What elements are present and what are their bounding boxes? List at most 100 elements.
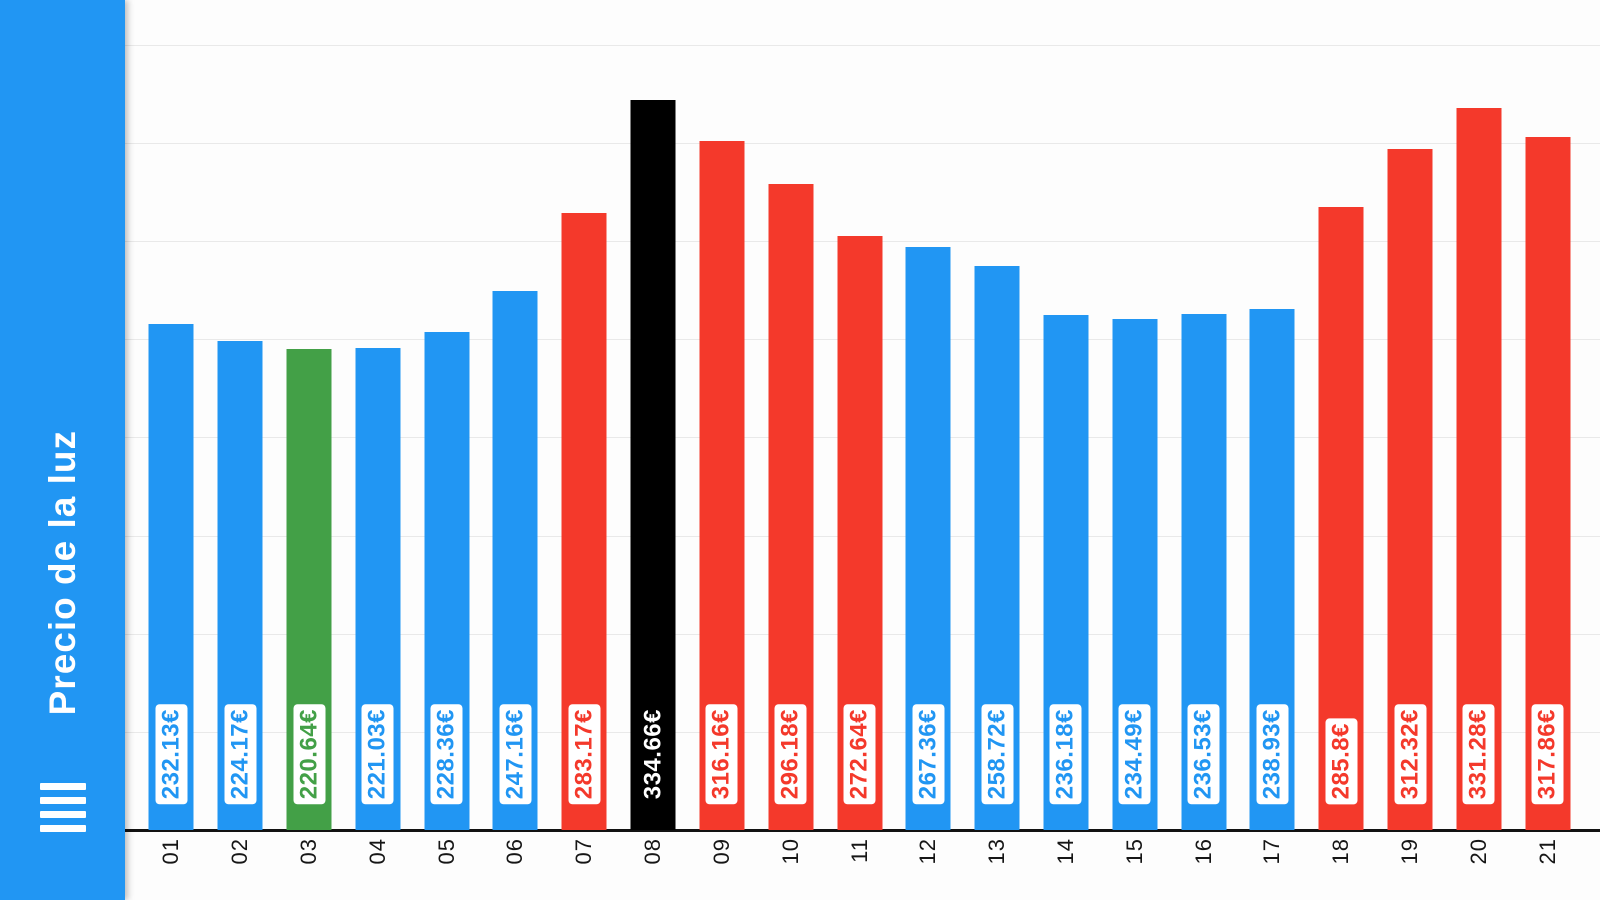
bar-slot: 221.03€ 04 [343, 0, 412, 900]
x-axis-label-06: 06 [502, 838, 528, 865]
bar-value-text: 232.13€ [155, 703, 188, 804]
bar-day-14[interactable]: 236.18€ [1043, 315, 1089, 830]
bar-day-03[interactable]: 220.64€ [286, 348, 332, 830]
bar-day-11[interactable]: 272.64€ [837, 235, 883, 830]
bar-value-text: 331.28€ [1462, 703, 1495, 804]
bar-value-text: 316.16€ [705, 703, 738, 804]
bar-slot: 238.93€ 17 [1238, 0, 1307, 900]
bar-value-text: 228.36€ [430, 703, 463, 804]
bar-day-09[interactable]: 316.16€ [699, 140, 745, 830]
x-axis-label-13: 13 [984, 838, 1010, 865]
sidebar: Precio de la luz [0, 0, 125, 900]
bar-day-15[interactable]: 234.49€ [1112, 318, 1158, 830]
bar-slot: 312.32€ 19 [1376, 0, 1445, 900]
bar-value-label: 220.64€ [293, 703, 326, 804]
bar-day-08[interactable]: 334.66€ [630, 100, 676, 830]
bar-value-label: 236.53€ [1187, 703, 1220, 804]
x-axis-label-18: 18 [1328, 838, 1354, 865]
x-axis-label-14: 14 [1052, 838, 1078, 865]
electricity-price-bar-chart: 232.13€ 01 224.17€ 02 220.64€ 03 221.03€ 04 228.… [125, 0, 1600, 900]
menu-icon-bar [39, 825, 86, 832]
bar-slot: 228.36€ 05 [412, 0, 481, 900]
bar-day-20[interactable]: 331.28€ [1456, 107, 1502, 830]
x-axis-label-16: 16 [1190, 838, 1216, 865]
bar-value-text: 272.64€ [843, 703, 876, 804]
bar-value-text: 334.66€ [639, 708, 667, 799]
x-axis-label-12: 12 [915, 838, 941, 865]
bar-value-label: 236.18€ [1049, 703, 1082, 804]
x-axis-label-11: 11 [846, 838, 872, 863]
bar-slot: 236.18€ 14 [1032, 0, 1101, 900]
bar-value-label: 283.17€ [568, 703, 601, 804]
bar-day-02[interactable]: 224.17€ [217, 341, 263, 830]
bar-value-label: 316.16€ [705, 703, 738, 804]
bar-value-label: 312.32€ [1394, 703, 1427, 804]
x-axis-label-15: 15 [1121, 838, 1147, 865]
x-axis-label-08: 08 [640, 838, 666, 865]
bar-day-05[interactable]: 228.36€ [424, 332, 470, 830]
bar-value-label: 232.13€ [155, 703, 188, 804]
bar-value-label: 331.28€ [1462, 703, 1495, 804]
bar-day-12[interactable]: 267.36€ [905, 247, 951, 830]
bar-value-label: 334.66€ [637, 704, 669, 804]
bar-value-text: 234.49€ [1118, 703, 1151, 804]
x-axis-label-09: 09 [708, 838, 734, 865]
x-axis-label-17: 17 [1259, 838, 1285, 865]
x-axis-label-02: 02 [227, 838, 253, 865]
x-axis-label-04: 04 [364, 838, 390, 865]
bar-value-label: 238.93€ [1256, 703, 1289, 804]
x-axis-label-05: 05 [433, 838, 459, 865]
bar-value-label: 285.8€ [1325, 717, 1358, 804]
bar-slot: 317.86€ 21 [1513, 0, 1582, 900]
bar-value-text: 236.53€ [1187, 703, 1220, 804]
gridline [125, 45, 1600, 46]
bar-value-text: 285.8€ [1325, 717, 1358, 804]
bar-value-text: 221.03€ [361, 703, 394, 804]
bar-day-06[interactable]: 247.16€ [492, 291, 538, 830]
bar-day-10[interactable]: 296.18€ [768, 184, 814, 830]
bar-slot: 272.64€ 11 [825, 0, 894, 900]
bar-value-label: 258.72€ [981, 703, 1014, 804]
bar-day-04[interactable]: 221.03€ [355, 348, 401, 830]
bar-slot: 224.17€ 02 [206, 0, 275, 900]
bar-value-text: 283.17€ [568, 703, 601, 804]
x-axis-label-21: 21 [1534, 838, 1560, 865]
x-axis-label-03: 03 [296, 838, 322, 865]
bar-day-16[interactable]: 236.53€ [1181, 314, 1227, 830]
bar-value-text: 220.64€ [293, 703, 326, 804]
bar-value-text: 238.93€ [1256, 703, 1289, 804]
bar-slot: 316.16€ 09 [688, 0, 757, 900]
bar-slot: 285.8€ 18 [1307, 0, 1376, 900]
bar-value-text: 317.86€ [1531, 703, 1564, 804]
bar-slot: 234.49€ 15 [1100, 0, 1169, 900]
menu-icon-bar [39, 811, 86, 818]
x-axis-label-07: 07 [571, 838, 597, 865]
bar-value-label: 228.36€ [430, 703, 463, 804]
bar-value-label: 267.36€ [912, 703, 945, 804]
bar-day-13[interactable]: 258.72€ [974, 265, 1020, 830]
bar-value-text: 258.72€ [981, 703, 1014, 804]
bar-value-label: 234.49€ [1118, 703, 1151, 804]
menu-icon-bar [39, 783, 86, 790]
x-axis-line [125, 829, 1600, 832]
hamburger-menu-icon[interactable] [39, 783, 86, 832]
bar-slot: 247.16€ 06 [481, 0, 550, 900]
bar-slot: 296.18€ 10 [756, 0, 825, 900]
bar-slot: 232.13€ 01 [137, 0, 206, 900]
bar-slot: 236.53€ 16 [1169, 0, 1238, 900]
bar-value-text: 224.17€ [224, 703, 257, 804]
bar-value-label: 224.17€ [224, 703, 257, 804]
bar-day-17[interactable]: 238.93€ [1249, 309, 1295, 830]
bar-day-19[interactable]: 312.32€ [1387, 148, 1433, 830]
bar-day-01[interactable]: 232.13€ [148, 323, 194, 830]
bar-value-text: 267.36€ [912, 703, 945, 804]
bar-slot: 331.28€ 20 [1444, 0, 1513, 900]
bar-day-07[interactable]: 283.17€ [561, 212, 607, 830]
gridline [125, 143, 1600, 145]
bar-value-text: 312.32€ [1394, 703, 1427, 804]
menu-icon-bar [39, 797, 86, 804]
bar-day-21[interactable]: 317.86€ [1525, 136, 1571, 830]
x-axis-label-01: 01 [158, 838, 184, 865]
bar-day-18[interactable]: 285.8€ [1318, 206, 1364, 830]
